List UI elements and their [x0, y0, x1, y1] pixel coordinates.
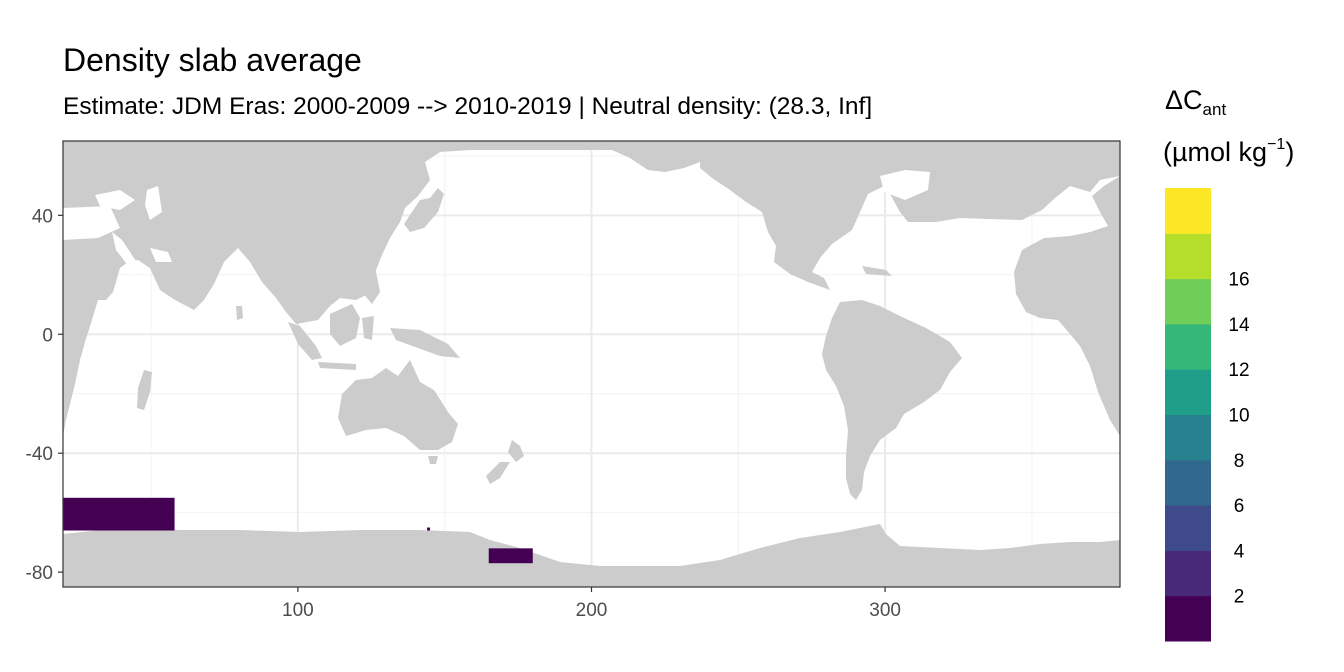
- land-java: [318, 362, 356, 370]
- land-europe-africa-right: [1014, 141, 1120, 436]
- y-tick-label: -40: [26, 444, 53, 465]
- x-tick-label: 100: [282, 600, 314, 621]
- legend-swatch: [1165, 550, 1211, 597]
- legend-tick-label: 2: [1234, 587, 1245, 608]
- legend-swatch: [1165, 505, 1211, 551]
- legend-swatch: [1165, 233, 1211, 280]
- land-sri-lanka: [236, 306, 243, 320]
- land-eurasia: [63, 141, 700, 436]
- legend-units-main: (µmol kg: [1163, 137, 1268, 167]
- land-new-guinea: [390, 328, 460, 358]
- land-persian-gulf-gap: [150, 248, 172, 262]
- land-antarctica: [63, 524, 1120, 587]
- land-south-america: [822, 300, 962, 500]
- land-borneo: [330, 304, 360, 346]
- legend-tick-label: 4: [1234, 541, 1245, 562]
- land-japan: [404, 188, 444, 232]
- legend-tick-label: 8: [1234, 451, 1245, 472]
- land-australia: [338, 360, 458, 450]
- land-new-zealand-south: [486, 462, 510, 484]
- chart-title: Density slab average: [63, 42, 362, 78]
- land-hudson-bay-gap: [880, 170, 930, 200]
- land-madagascar: [137, 370, 152, 410]
- legend-tick-label: 10: [1228, 406, 1249, 427]
- land-mediterranean-gap: [63, 206, 120, 240]
- land-new-zealand-north: [508, 440, 524, 462]
- legend-colorbar: 2 4 6 8 10 12 14 16: [1165, 188, 1250, 642]
- land-caspian-gap: [145, 186, 162, 220]
- legend-tick-label: 14: [1228, 315, 1250, 336]
- legend-swatch: [1165, 369, 1211, 415]
- land-cuba: [862, 266, 892, 276]
- chart-subtitle: Estimate: JDM Eras: 2000-2009 --> 2010-2…: [63, 93, 873, 120]
- legend-tick-label: 6: [1234, 496, 1245, 517]
- legend-tick-label: 12: [1228, 360, 1249, 381]
- y-tick-label: -80: [26, 563, 53, 584]
- land-sulawesi: [362, 316, 374, 340]
- data-cell: [427, 527, 431, 531]
- data-cell: [63, 497, 175, 531]
- legend-swatch: [1165, 459, 1211, 506]
- legend-swatch: [1165, 188, 1211, 234]
- y-tick-label: 40: [32, 206, 53, 227]
- legend-tick-label: 16: [1228, 270, 1249, 291]
- land-sumatra: [288, 322, 322, 360]
- axis-ticks: 40 0 -40 -80 100 200 300: [26, 206, 901, 621]
- legend-swatch: [1165, 595, 1211, 642]
- legend-title-main: ΔC: [1165, 85, 1203, 115]
- land-mask: [63, 141, 1120, 587]
- legend-swatch: [1165, 414, 1211, 461]
- legend-units: (µmol kg−1): [1163, 136, 1333, 168]
- legend-title-subscript: ant: [1202, 100, 1227, 119]
- land-philippines: [362, 262, 380, 304]
- legend-title: ΔCant: [1165, 85, 1315, 120]
- legend-swatch: [1165, 278, 1211, 325]
- data-cells: [63, 497, 533, 564]
- data-cell: [488, 548, 533, 564]
- legend-units-superscript: −1: [1267, 136, 1286, 153]
- x-tick-label: 200: [576, 600, 608, 621]
- land-black-sea-gap: [95, 190, 135, 210]
- land-red-sea-gap: [112, 232, 142, 275]
- y-tick-label: 0: [42, 325, 53, 346]
- land-tasmania: [428, 456, 438, 464]
- legend-swatch: [1165, 323, 1211, 370]
- legend-units-close: ): [1285, 137, 1295, 167]
- x-tick-label: 300: [869, 600, 901, 621]
- land-greenland: [1002, 141, 1090, 178]
- land-north-america: [700, 141, 1120, 290]
